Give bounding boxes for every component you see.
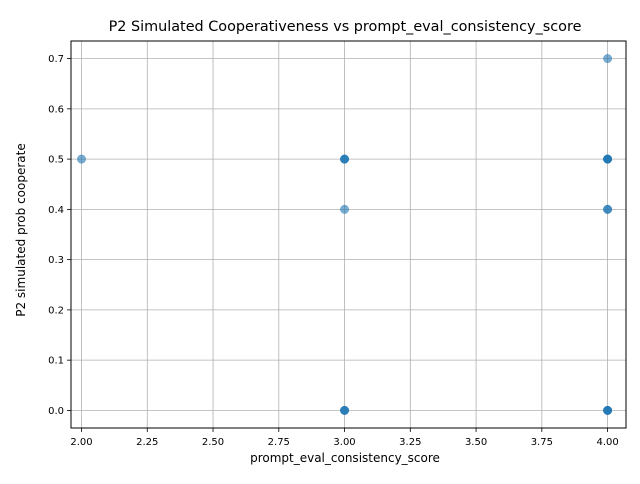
x-tick-label: 3.25: [399, 437, 421, 448]
tick-labels: 2.00 2.25 2.50 2.75 3.00 3.25 3.50 3.75 4.00 0.0 0…: [48, 54, 619, 448]
y-tick-label: 0.1: [48, 356, 64, 367]
axes: [67, 40, 627, 432]
y-tick-label: 0.5: [48, 155, 64, 166]
x-tick-label: 3.50: [465, 437, 487, 448]
data-point: [603, 204, 613, 214]
plot-frame: [70, 40, 627, 429]
y-tick-label: 0.0: [48, 406, 64, 417]
y-tick-label: 0.3: [48, 255, 64, 266]
y-tick-label: 0.4: [48, 205, 64, 216]
data-points: [77, 54, 613, 415]
data-point: [603, 405, 613, 415]
x-tick-label: 3.75: [531, 437, 553, 448]
x-axis-label: prompt_eval_consistency_score: [250, 451, 440, 465]
x-tick-label: 2.75: [268, 437, 290, 448]
x-tick-label: 4.00: [596, 437, 618, 448]
x-tick-label: 3.00: [333, 437, 355, 448]
y-axis-label: P2 simulated prob cooperate: [14, 143, 28, 317]
y-tick-label: 0.7: [48, 54, 64, 65]
data-point: [603, 154, 613, 164]
y-tick-label: 0.6: [48, 104, 64, 115]
data-point: [77, 154, 86, 164]
data-point: [340, 405, 350, 415]
x-tick-label: 2.50: [202, 437, 224, 448]
chart-title: P2 Simulated Cooperativeness vs prompt_e…: [109, 19, 582, 35]
data-point: [340, 204, 350, 214]
data-point: [340, 154, 350, 164]
y-tick-label: 0.2: [48, 305, 64, 316]
data-point: [603, 54, 613, 64]
x-tick-label: 2.25: [136, 437, 158, 448]
x-tick-label: 2.00: [70, 437, 92, 448]
